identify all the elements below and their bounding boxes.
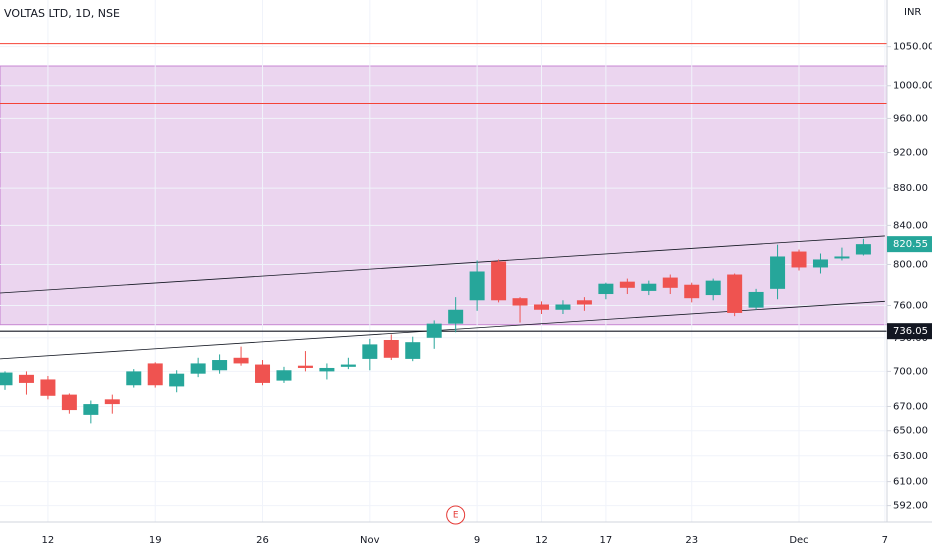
- candle-body: [190, 363, 206, 374]
- candle-body: [126, 371, 142, 386]
- candle-body: [147, 363, 163, 386]
- candle-body: [748, 291, 764, 308]
- candle-body: [212, 360, 228, 371]
- event-marker: [446, 505, 466, 525]
- y-tick-label: 670.00: [893, 401, 928, 412]
- x-tick-label: 7: [882, 535, 888, 546]
- candle-body: [340, 364, 356, 367]
- y-tick-label: 1000.00: [893, 81, 932, 92]
- last-price-label: 820.55: [893, 239, 928, 250]
- candle-body: [641, 283, 657, 291]
- y-tick-label: 610.00: [893, 477, 928, 488]
- y-tick-label: 840.00: [893, 220, 928, 231]
- candle-body: [727, 274, 743, 313]
- y-tick-label: 960.00: [893, 113, 928, 124]
- x-tick-label: 26: [256, 535, 269, 546]
- candle-body: [255, 364, 271, 383]
- candle-body: [791, 251, 807, 268]
- support-price-label: 736.05: [893, 326, 928, 337]
- zone: [0, 65, 888, 326]
- candle-body: [512, 298, 528, 306]
- support-price-box: [887, 323, 932, 340]
- x-tick-label: 12: [535, 535, 548, 546]
- candle-body: [469, 271, 485, 301]
- currency-label: INR: [904, 7, 921, 18]
- x-tick-label: 23: [685, 535, 698, 546]
- candle-body: [534, 304, 549, 310]
- candle-body: [619, 281, 635, 288]
- y-tick-label: 592.00: [893, 501, 928, 512]
- x-tick-label: 12: [42, 535, 55, 546]
- last-price-box: [887, 236, 932, 253]
- y-tick-label: 800.00: [893, 259, 928, 270]
- y-tick-label: 650.00: [893, 426, 928, 437]
- x-tick-label: Dec: [789, 535, 808, 546]
- candle-body: [684, 284, 700, 299]
- candle-body: [169, 373, 185, 387]
- y-tick-label: 700.00: [893, 366, 928, 377]
- candle-body: [0, 372, 13, 386]
- x-tick-label: Nov: [360, 535, 380, 546]
- x-tick-label: 9: [474, 535, 480, 546]
- y-tick-label: 760.00: [893, 301, 928, 312]
- candle-body: [576, 300, 592, 305]
- candle-body: [61, 394, 77, 411]
- candle-body: [705, 280, 721, 296]
- candle-body: [491, 261, 507, 301]
- candle-body: [426, 323, 442, 338]
- candle-body: [40, 379, 56, 396]
- candle-body: [233, 357, 249, 364]
- plot-area: [0, 0, 888, 522]
- candle-body: [598, 283, 614, 295]
- candle-body: [276, 370, 292, 381]
- candle-body: [405, 342, 421, 359]
- event-marker-label: E: [453, 511, 459, 521]
- candle-body: [834, 256, 850, 259]
- y-tick-label: 630.00: [893, 451, 928, 462]
- candle-body: [812, 259, 828, 268]
- candle-body: [855, 244, 871, 255]
- candle-body: [297, 365, 313, 368]
- candle-body: [448, 309, 464, 324]
- chart-title: VOLTAS LTD, 1D, NSE: [4, 7, 120, 20]
- y-tick-label: 1050.00: [893, 42, 932, 53]
- candle-body: [18, 374, 34, 383]
- candle-body: [383, 339, 399, 358]
- trendline: [0, 235, 885, 294]
- candle-body: [362, 344, 378, 359]
- x-tick-label: 19: [149, 535, 162, 546]
- y-tick-label: 880.00: [893, 183, 928, 194]
- candle-body: [104, 399, 120, 405]
- candle-body: [770, 256, 786, 289]
- x-tick-label: 17: [600, 535, 613, 546]
- candle-body: [319, 367, 335, 372]
- y-tick-label: 920.00: [893, 148, 928, 159]
- candle-body: [83, 404, 99, 415]
- candle-body: [662, 277, 678, 288]
- candle-body: [555, 304, 571, 310]
